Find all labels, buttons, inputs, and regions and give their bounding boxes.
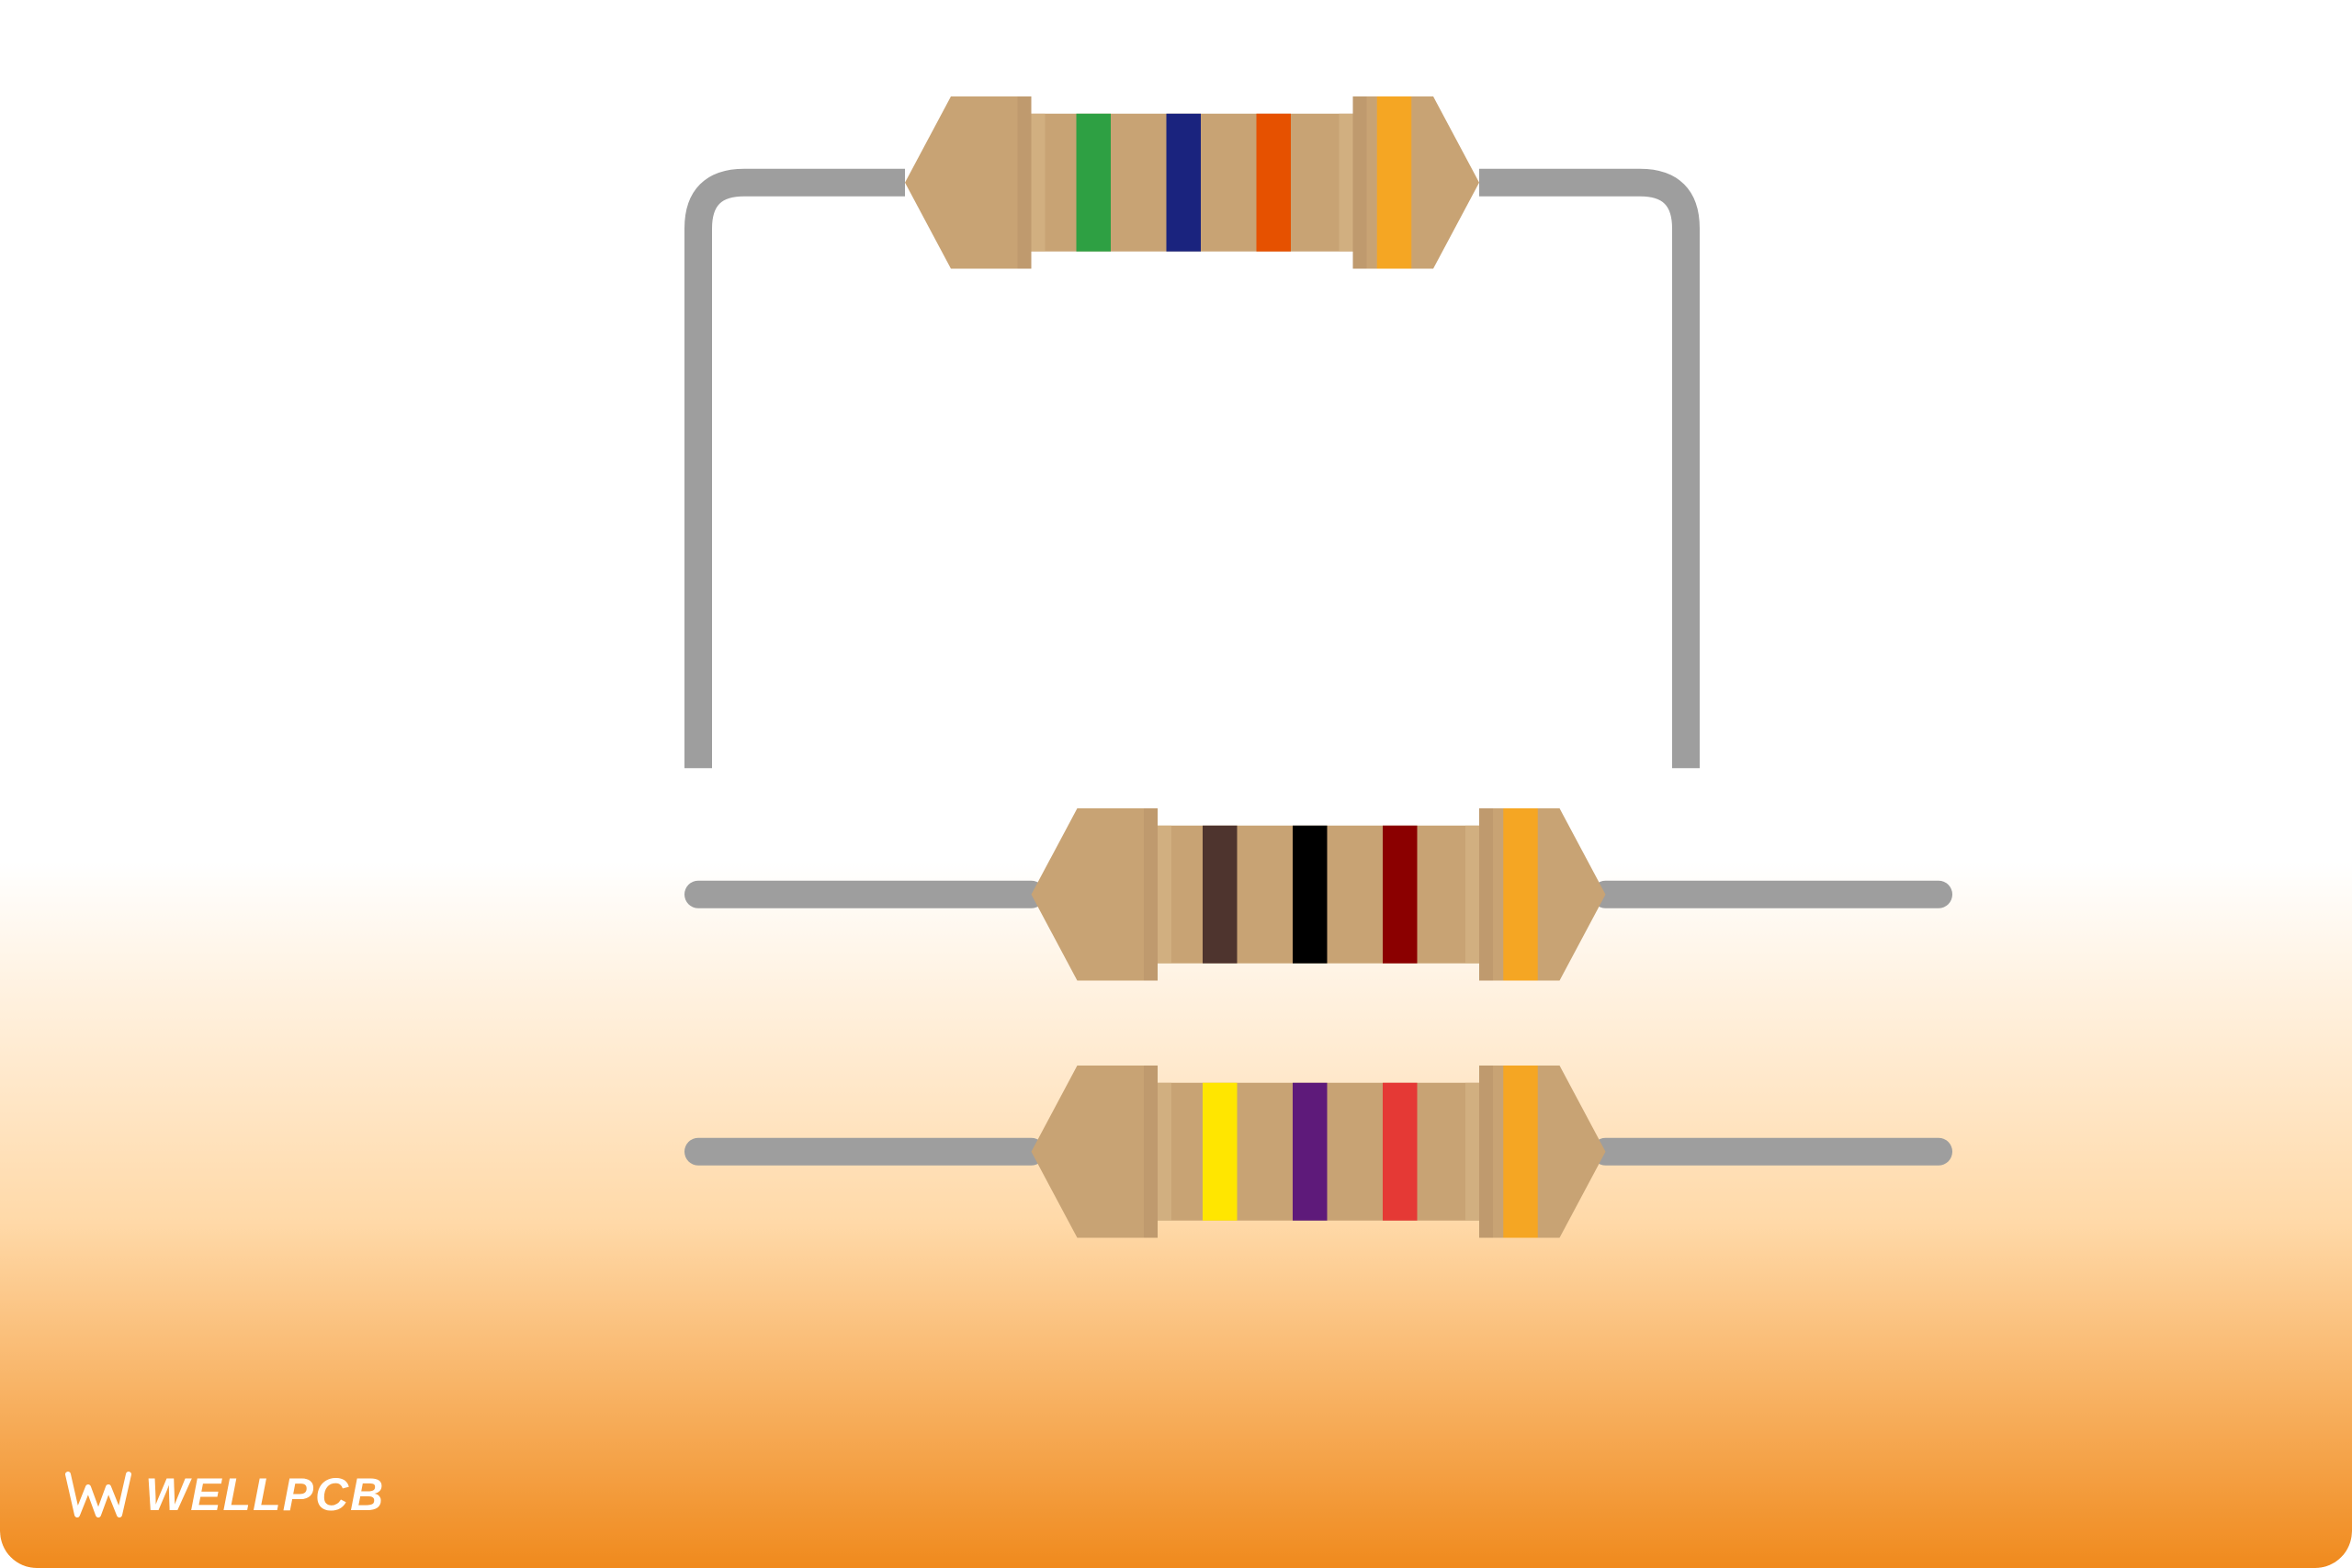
resistor-r3 (675, 1043, 1962, 1261)
band-orange (1257, 114, 1292, 252)
band-gold-tolerance (1503, 808, 1538, 981)
brand-text: WELLPCB (145, 1468, 385, 1521)
resistor-r1 (675, 73, 1709, 877)
resistor-wrapper-r2 (675, 785, 1962, 1010)
brand-logo: WELLPCB (64, 1467, 385, 1522)
band-violet (1293, 1083, 1328, 1221)
band-green (1077, 114, 1112, 252)
band-gold-tolerance (1377, 96, 1412, 269)
wellpcb-icon (64, 1467, 132, 1522)
band-brown (1203, 826, 1238, 964)
band-blue (1167, 114, 1202, 252)
band-yellow (1203, 1083, 1238, 1221)
resistors-container (0, 0, 2352, 1568)
resistor-wrapper-r1 (675, 73, 1709, 883)
band-red (1383, 826, 1418, 964)
band-gold-tolerance (1503, 1066, 1538, 1238)
infographic-card: WELLPCB (0, 0, 2352, 1568)
band-black (1293, 826, 1328, 964)
resistor-wrapper-r3 (675, 1043, 1962, 1267)
band-red (1383, 1083, 1418, 1221)
resistor-r2 (675, 785, 1962, 1004)
